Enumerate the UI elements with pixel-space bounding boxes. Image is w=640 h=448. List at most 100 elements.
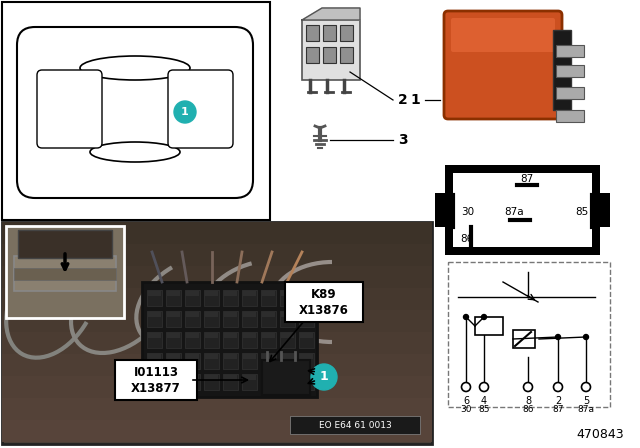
Bar <box>280 290 295 306</box>
Circle shape <box>554 383 563 392</box>
Circle shape <box>524 383 532 392</box>
Bar <box>185 353 200 369</box>
Text: 8: 8 <box>525 396 531 406</box>
Bar <box>242 290 257 306</box>
Text: X13876: X13876 <box>299 303 349 316</box>
Bar <box>223 374 238 390</box>
Text: 87: 87 <box>552 405 564 414</box>
Bar <box>185 374 200 390</box>
Circle shape <box>556 335 561 340</box>
Bar <box>300 354 313 359</box>
Bar <box>556 45 584 57</box>
Bar <box>261 290 276 306</box>
Bar <box>204 353 219 369</box>
Bar <box>115 360 197 400</box>
Bar <box>186 354 199 359</box>
Circle shape <box>481 314 486 319</box>
FancyBboxPatch shape <box>17 27 253 198</box>
Bar <box>166 311 181 327</box>
Bar <box>2 398 432 420</box>
Bar <box>299 332 314 348</box>
Bar <box>147 374 162 390</box>
Bar <box>299 353 314 369</box>
Text: 6: 6 <box>463 396 469 406</box>
Text: 30: 30 <box>460 405 472 414</box>
Bar <box>147 353 162 369</box>
Bar <box>186 333 199 338</box>
Bar <box>261 353 276 369</box>
Circle shape <box>311 364 337 390</box>
Bar <box>224 375 237 380</box>
Bar <box>323 47 336 63</box>
Bar <box>299 374 314 390</box>
Bar <box>204 311 219 327</box>
Bar <box>167 291 180 296</box>
Bar <box>553 30 571 110</box>
Bar <box>453 173 592 247</box>
Bar <box>261 311 276 327</box>
Bar <box>2 2 270 220</box>
Bar <box>262 333 275 338</box>
FancyBboxPatch shape <box>37 70 102 148</box>
Circle shape <box>174 101 196 123</box>
Bar <box>223 290 238 306</box>
Bar <box>299 311 314 327</box>
Bar <box>280 332 295 348</box>
Bar <box>306 47 319 63</box>
Bar <box>2 222 432 444</box>
Bar <box>556 65 584 77</box>
Bar <box>262 375 275 380</box>
Text: 2: 2 <box>398 93 408 107</box>
Bar <box>243 354 256 359</box>
Text: 85: 85 <box>575 207 589 217</box>
Text: EO E64 61 0013: EO E64 61 0013 <box>319 421 392 430</box>
Bar <box>262 360 310 395</box>
Circle shape <box>461 383 470 392</box>
Text: X13877: X13877 <box>131 382 181 395</box>
Circle shape <box>463 314 468 319</box>
Bar <box>285 282 363 322</box>
Bar <box>281 291 294 296</box>
Bar <box>280 311 295 327</box>
Bar <box>166 353 181 369</box>
Bar <box>142 282 317 397</box>
Bar <box>205 354 218 359</box>
Bar <box>281 375 294 380</box>
Bar <box>300 333 313 338</box>
Circle shape <box>582 383 591 392</box>
Bar <box>185 311 200 327</box>
Text: 1: 1 <box>181 107 189 117</box>
Bar <box>280 374 295 390</box>
Ellipse shape <box>80 56 190 80</box>
Bar <box>148 291 161 296</box>
Bar <box>167 312 180 317</box>
Bar <box>2 376 432 398</box>
Text: 85: 85 <box>478 405 490 414</box>
Bar <box>18 230 112 258</box>
Bar <box>261 332 276 348</box>
Bar <box>242 353 257 369</box>
Bar <box>306 25 319 41</box>
Bar <box>475 317 503 335</box>
Text: 5: 5 <box>583 396 589 406</box>
Text: 1: 1 <box>319 370 328 383</box>
Bar <box>223 332 238 348</box>
Bar <box>2 332 432 354</box>
Circle shape <box>479 383 488 392</box>
Bar <box>242 332 257 348</box>
Bar <box>280 353 295 369</box>
Bar <box>2 288 432 310</box>
Bar <box>186 312 199 317</box>
Bar <box>147 290 162 306</box>
Bar <box>6 226 124 318</box>
Bar <box>513 330 535 348</box>
Circle shape <box>584 335 589 340</box>
Bar <box>243 312 256 317</box>
Bar <box>243 291 256 296</box>
FancyBboxPatch shape <box>168 70 233 148</box>
Text: 470843: 470843 <box>576 428 624 441</box>
Bar <box>262 354 275 359</box>
Bar <box>148 354 161 359</box>
Bar <box>224 312 237 317</box>
Bar <box>166 374 181 390</box>
